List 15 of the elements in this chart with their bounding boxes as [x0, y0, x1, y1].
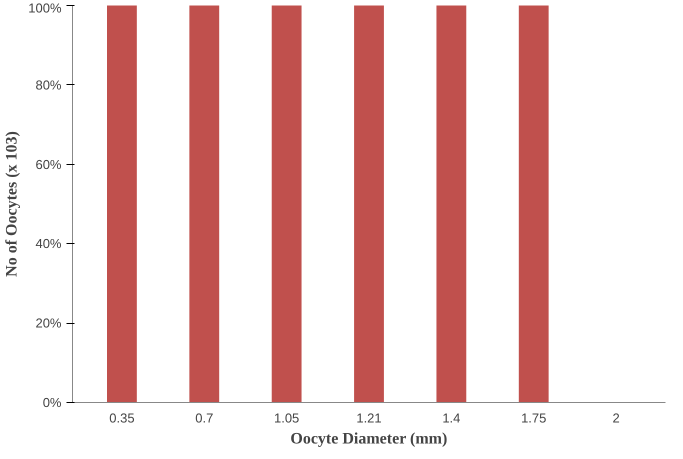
- y-tick-label: 20%: [35, 316, 62, 331]
- x-tick-label: 1.4: [442, 410, 460, 426]
- y-tick-label: 40%: [35, 236, 62, 252]
- x-tick-label: 0.35: [109, 410, 135, 426]
- x-tick-label: 2: [612, 410, 620, 426]
- y-tick-label: 100%: [28, 0, 62, 16]
- x-tick-label: 1.05: [274, 410, 300, 426]
- x-tick-label: 1.75: [521, 410, 546, 426]
- x-tick-label: 0.7: [195, 410, 214, 426]
- y-tick-label: 80%: [35, 77, 62, 92]
- y-axis-title: No of Oocytes (x 103): [3, 131, 20, 277]
- x-tick-label: 1.21: [356, 410, 382, 426]
- y-tick-label: 60%: [35, 156, 62, 172]
- x-axis-title: Oocyte Diameter (mm): [290, 430, 448, 448]
- y-tick-label: 0%: [42, 395, 62, 410]
